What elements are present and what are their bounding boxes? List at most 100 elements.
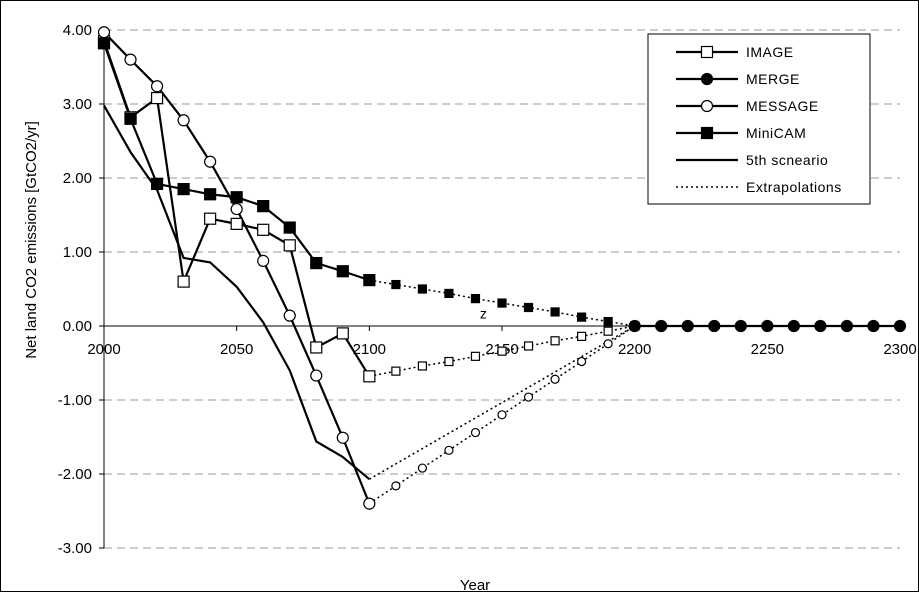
extrapolation-point xyxy=(576,312,587,322)
data-point xyxy=(283,239,296,252)
extrapolation-point xyxy=(550,336,560,346)
legend-marker xyxy=(700,45,714,59)
data-point xyxy=(655,319,668,333)
data-point xyxy=(283,221,296,234)
data-point xyxy=(124,53,137,66)
series-line xyxy=(103,104,371,481)
extrapolation-line xyxy=(368,325,636,505)
legend-label: MESSAGE xyxy=(746,98,819,114)
data-point xyxy=(310,341,323,354)
extrapolation-point xyxy=(523,341,534,351)
legend-label: MERGE xyxy=(746,71,800,87)
extrapolation-point xyxy=(603,326,613,336)
data-point xyxy=(681,319,694,333)
legend-label: IMAGE xyxy=(746,44,794,60)
series-markers xyxy=(97,26,907,510)
extrapolation-point xyxy=(603,339,613,349)
extrapolation-point xyxy=(444,445,454,455)
y-axis-title: Net land CO2 emissions [GtCO2/yr] xyxy=(23,121,40,359)
data-point xyxy=(204,212,217,225)
legend-marker xyxy=(700,99,714,113)
data-point xyxy=(336,265,349,278)
data-point xyxy=(336,431,349,444)
data-point xyxy=(257,254,270,267)
data-point xyxy=(363,370,376,383)
legend-marker xyxy=(700,72,714,86)
extrapolation-point xyxy=(444,356,454,367)
x-tick-label: 2200 xyxy=(618,341,651,358)
data-point xyxy=(708,319,721,333)
extrapolation-point xyxy=(470,294,481,304)
x-tick-label: 2250 xyxy=(751,341,784,358)
data-point xyxy=(97,37,111,50)
annotation-z: z xyxy=(480,306,487,322)
data-point xyxy=(204,188,217,201)
extrapolation-point xyxy=(391,279,401,290)
data-point xyxy=(840,319,854,333)
y-tick-label: 3.00 xyxy=(63,96,92,113)
data-point xyxy=(761,319,774,333)
y-tick-label: 4.00 xyxy=(63,22,92,39)
data-point xyxy=(230,191,243,204)
data-point xyxy=(734,319,747,333)
data-point xyxy=(310,257,323,270)
extrapolation-point xyxy=(523,302,534,313)
x-tick-label: 2100 xyxy=(353,341,386,358)
legend-marker xyxy=(700,126,714,140)
data-point xyxy=(363,497,376,510)
data-point xyxy=(336,327,349,340)
data-point xyxy=(97,26,111,39)
extrapolation-point xyxy=(470,427,481,438)
gridlines xyxy=(104,29,900,549)
x-axis-title: Year xyxy=(460,577,490,592)
extrapolation-point xyxy=(391,481,401,491)
extrapolation-point xyxy=(470,351,481,361)
legend-label: MiniCAM xyxy=(746,125,806,141)
extrapolation-point xyxy=(417,284,427,294)
x-tick-label: 2000 xyxy=(87,341,120,358)
extrapolation-point xyxy=(497,346,507,356)
extrapolation-line xyxy=(368,325,636,480)
y-tick-label: 1.00 xyxy=(63,244,92,261)
data-point xyxy=(230,217,243,230)
data-point xyxy=(814,319,827,333)
x-tick-label: 2300 xyxy=(883,341,916,358)
data-point xyxy=(177,114,190,127)
extrapolation-point xyxy=(497,298,507,308)
y-axis: 4.00 3.00 2.00 1.00 0.00 -1.00 -2.00 -3.00 xyxy=(58,22,105,557)
data-point xyxy=(230,202,243,216)
extrapolation-point xyxy=(576,356,587,367)
legend-box xyxy=(647,33,871,205)
extrapolation-point xyxy=(417,361,427,371)
data-point xyxy=(150,177,164,191)
data-point xyxy=(150,80,164,93)
data-point xyxy=(867,319,880,333)
extrapolation-point xyxy=(550,307,560,317)
data-point xyxy=(124,112,137,125)
legend-label: 5th scneario xyxy=(746,152,828,168)
data-point xyxy=(177,275,190,288)
extrapolation-point xyxy=(603,316,613,327)
data-point xyxy=(204,155,217,168)
data-point xyxy=(310,369,323,382)
legend-label: Extrapolations xyxy=(746,179,842,195)
y-tick-label: 2.00 xyxy=(63,170,92,187)
x-tick-label: 2050 xyxy=(220,341,253,358)
data-point xyxy=(893,319,907,333)
extrapolation-point xyxy=(497,410,507,420)
extrapolation-point xyxy=(391,366,401,376)
extrapolation-point xyxy=(444,288,454,299)
data-point xyxy=(177,183,190,196)
extrapolation-point xyxy=(523,392,534,402)
data-point xyxy=(150,91,164,105)
y-tick-label: -3.00 xyxy=(58,540,92,557)
y-tick-label: -1.00 xyxy=(58,392,92,409)
data-point xyxy=(787,319,800,333)
extrapolation-point xyxy=(417,463,427,473)
data-point xyxy=(363,274,376,287)
y-tick-label: 0.00 xyxy=(63,318,92,335)
data-point xyxy=(257,223,270,236)
extrapolation-point xyxy=(550,374,560,384)
data-point xyxy=(283,309,296,322)
